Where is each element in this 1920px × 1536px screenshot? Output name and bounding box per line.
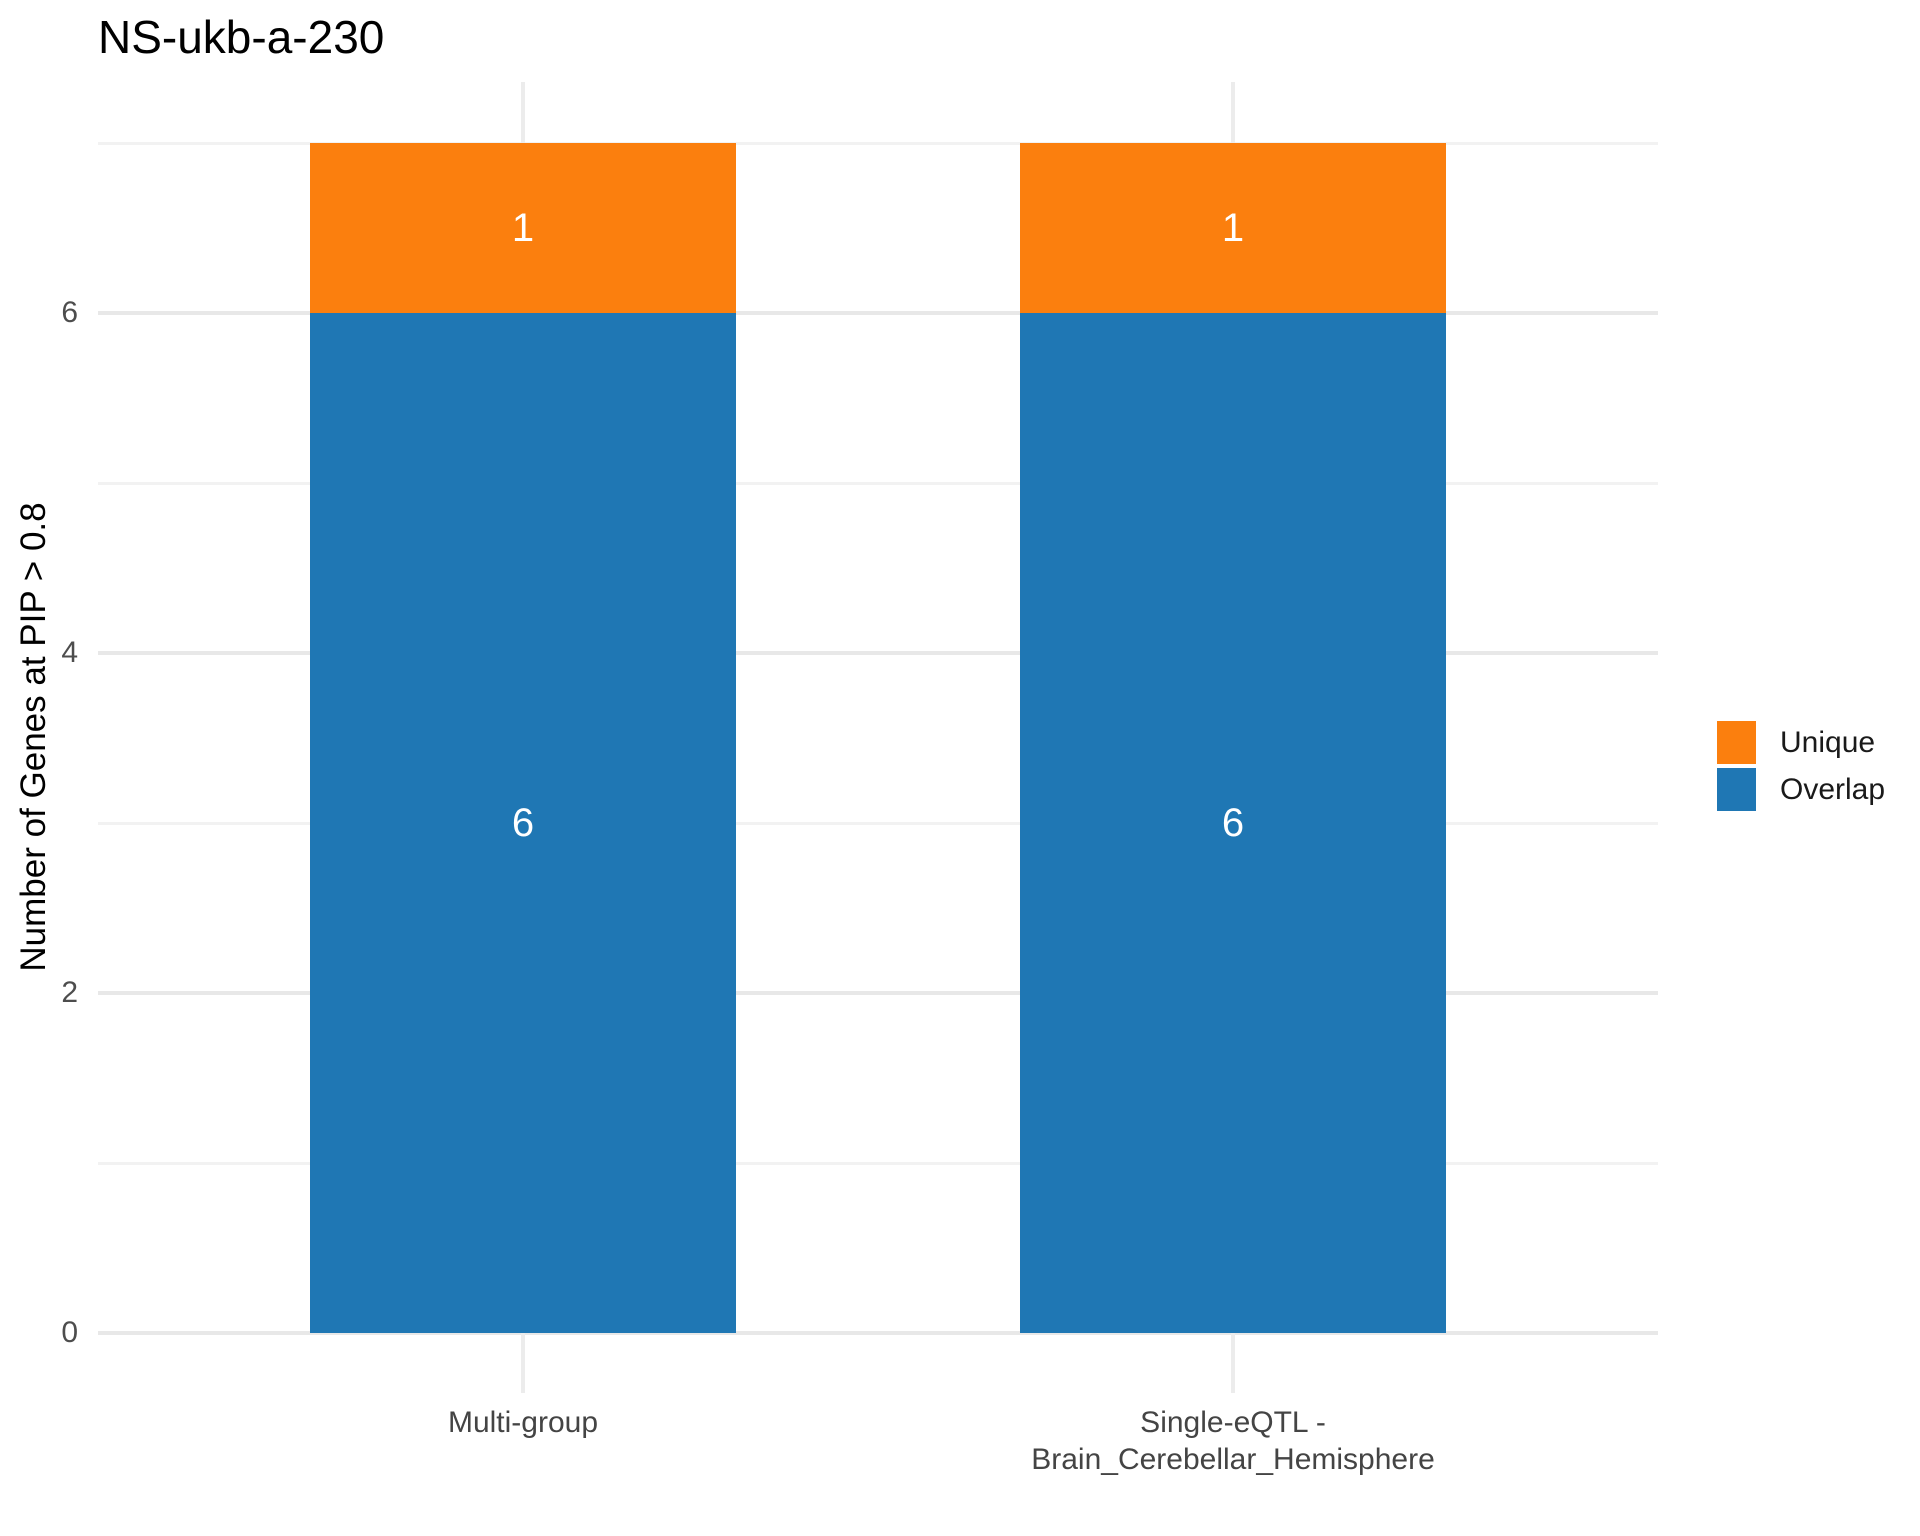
legend-swatch-unique [1717, 721, 1756, 764]
gridline-minor-y7 [98, 142, 1658, 145]
gridline-minor-y5 [98, 482, 1658, 485]
legend-swatch-overlap [1717, 768, 1756, 811]
bar-segment-unique: 1 [1020, 143, 1446, 313]
bar-value-label-unique: 1 [511, 205, 535, 250]
legend-item-unique: Unique [1717, 721, 1885, 764]
bar-value-label-overlap: 6 [511, 800, 535, 845]
gridline-major-y4 [98, 651, 1658, 655]
bar-segment-overlap: 6 [1020, 313, 1446, 1333]
gridline-minor-y1 [98, 1162, 1658, 1165]
y-tick-label-2: 2 [61, 976, 78, 1009]
gridline-major-y2 [98, 991, 1658, 995]
bar-segment-overlap: 6 [310, 313, 736, 1333]
legend-label-overlap: Overlap [1780, 772, 1886, 806]
x-tick-label-multi-group: Multi-group [448, 1404, 598, 1441]
bar-segment-unique: 1 [310, 143, 736, 313]
gridline-minor-y3 [98, 822, 1658, 825]
bar-value-label-overlap: 6 [1221, 800, 1245, 845]
bar-value-label-unique: 1 [1221, 205, 1245, 250]
legend-label-unique: Unique [1780, 725, 1876, 759]
gridline-major-y0 [98, 1331, 1658, 1335]
gridline-major-y6 [98, 311, 1658, 315]
y-axis-title: Number of Genes at PIP > 0.8 [14, 502, 53, 972]
y-tick-label-6: 6 [61, 296, 78, 329]
y-tick-label-0: 0 [61, 1316, 78, 1349]
plot-panel: 1 6 1 6 [98, 82, 1658, 1393]
chart-title: NS-ukb-a-230 [98, 11, 385, 63]
bar-multi-group: 1 6 [310, 143, 736, 1333]
x-tick-line: Single-eQTL - [1140, 1406, 1326, 1439]
bar-single-eqtl: 1 6 [1020, 143, 1446, 1333]
x-tick-line: Multi-group [447, 1406, 599, 1439]
x-tick-line: Brain_Cerebellar_Hemisphere [1031, 1443, 1435, 1476]
y-tick-label-4: 4 [61, 636, 78, 669]
legend: Unique Overlap [1717, 721, 1885, 811]
legend-item-overlap: Overlap [1717, 768, 1885, 811]
x-tick-label-single-eqtl: Single-eQTL - Brain_Cerebellar_Hemispher… [1031, 1404, 1435, 1478]
